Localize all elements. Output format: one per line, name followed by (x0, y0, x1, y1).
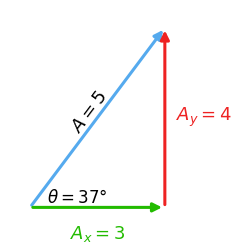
Text: $A_y = 4$: $A_y = 4$ (176, 106, 232, 129)
Text: $A_x = 3$: $A_x = 3$ (70, 225, 125, 245)
Text: $\theta = 37°$: $\theta = 37°$ (47, 188, 108, 206)
Text: $A = 5$: $A = 5$ (68, 87, 111, 136)
